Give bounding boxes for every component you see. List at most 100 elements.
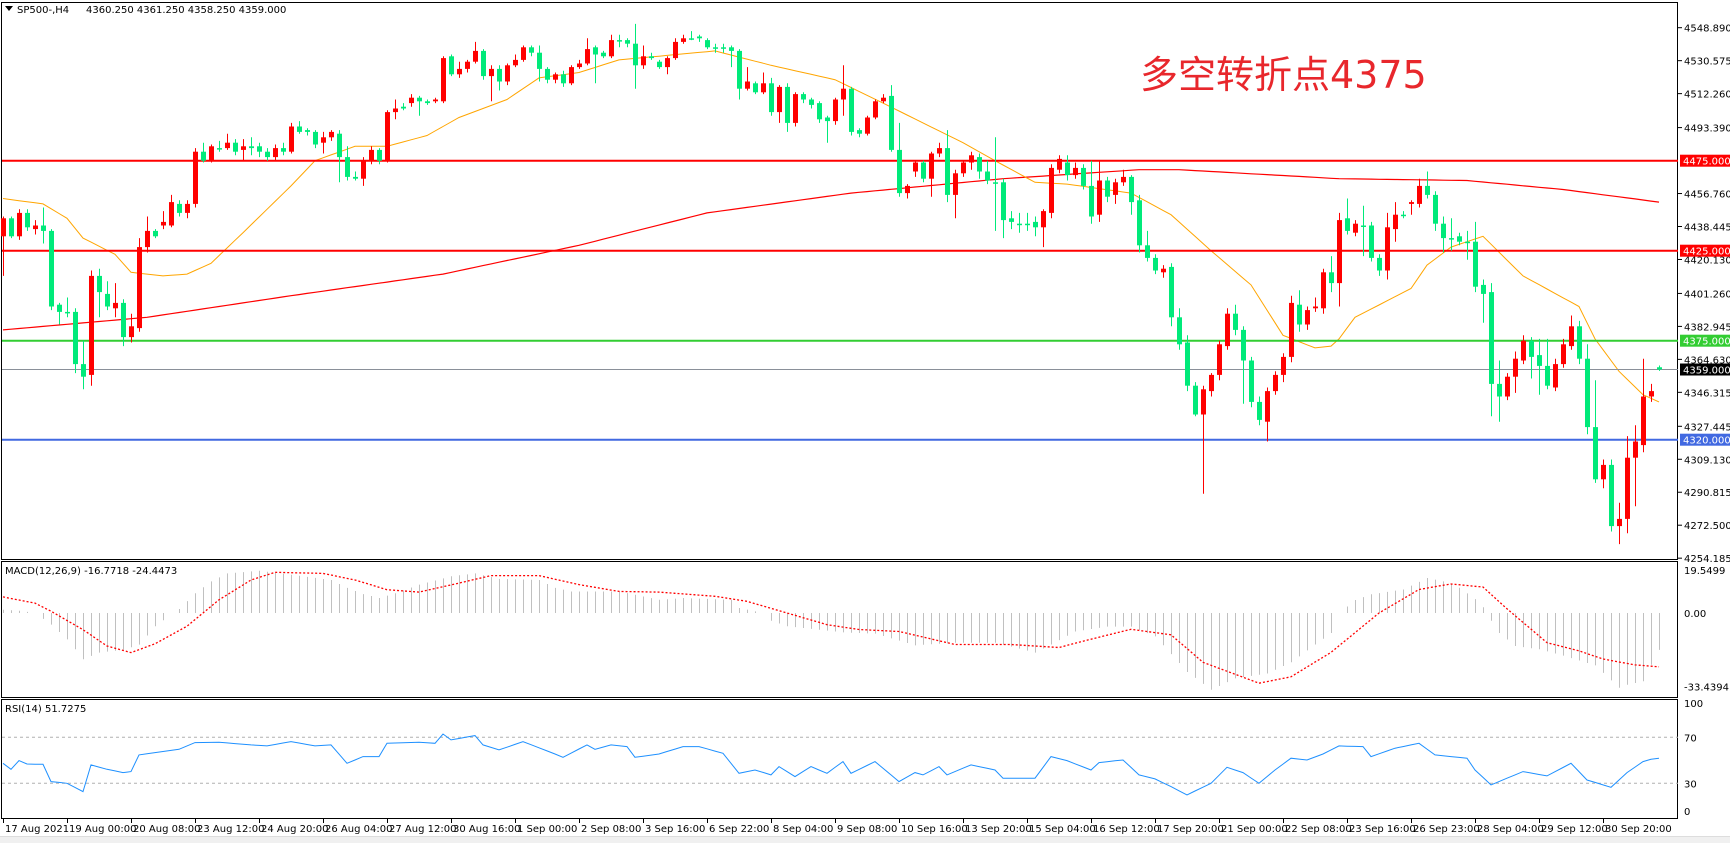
candle[interactable] bbox=[977, 153, 982, 179]
candle[interactable] bbox=[1641, 358, 1646, 453]
candle[interactable] bbox=[1313, 297, 1318, 312]
candle[interactable] bbox=[497, 65, 502, 91]
candle[interactable] bbox=[345, 146, 350, 181]
candle[interactable] bbox=[81, 340, 86, 390]
candle[interactable] bbox=[697, 34, 702, 42]
candle[interactable] bbox=[1305, 306, 1310, 330]
candle[interactable] bbox=[1289, 295, 1294, 363]
candle[interactable] bbox=[129, 313, 134, 343]
candle[interactable] bbox=[649, 52, 654, 60]
candle[interactable] bbox=[681, 34, 686, 44]
dropdown-triangle-icon[interactable] bbox=[5, 6, 13, 11]
candle[interactable] bbox=[169, 194, 174, 228]
candle[interactable] bbox=[665, 56, 670, 75]
candle[interactable] bbox=[1129, 175, 1134, 215]
candle[interactable] bbox=[1505, 373, 1510, 401]
candle[interactable] bbox=[137, 238, 142, 332]
candle[interactable] bbox=[121, 299, 126, 347]
candle[interactable] bbox=[513, 54, 518, 68]
candle[interactable] bbox=[809, 97, 814, 109]
candle[interactable] bbox=[689, 31, 694, 41]
candle[interactable] bbox=[825, 115, 830, 143]
candle[interactable] bbox=[225, 133, 230, 150]
candle[interactable] bbox=[257, 142, 262, 158]
candle[interactable] bbox=[1265, 387, 1270, 442]
candle[interactable] bbox=[1625, 436, 1630, 534]
candle[interactable] bbox=[1401, 211, 1406, 219]
candle[interactable] bbox=[881, 94, 886, 104]
candle[interactable] bbox=[1049, 164, 1054, 219]
candle[interactable] bbox=[577, 59, 582, 69]
candle[interactable] bbox=[1217, 340, 1222, 381]
candle[interactable] bbox=[1249, 356, 1254, 408]
candle[interactable] bbox=[161, 211, 166, 230]
candle[interactable] bbox=[793, 92, 798, 127]
candle[interactable] bbox=[1433, 191, 1438, 231]
candle[interactable] bbox=[217, 140, 222, 152]
candle[interactable] bbox=[713, 43, 718, 53]
candle[interactable] bbox=[481, 49, 486, 80]
candle[interactable] bbox=[1001, 178, 1006, 239]
candle[interactable] bbox=[465, 59, 470, 73]
candle[interactable] bbox=[1057, 155, 1062, 174]
candle[interactable] bbox=[1281, 353, 1286, 383]
candle[interactable] bbox=[1065, 155, 1070, 181]
candle[interactable] bbox=[1385, 212, 1390, 280]
candle[interactable] bbox=[729, 45, 734, 68]
candle[interactable] bbox=[145, 216, 150, 253]
candle[interactable] bbox=[113, 283, 118, 318]
candle[interactable] bbox=[1089, 160, 1094, 224]
candle[interactable] bbox=[1481, 279, 1486, 323]
candle[interactable] bbox=[1537, 338, 1542, 395]
candle[interactable] bbox=[105, 281, 110, 311]
candle[interactable] bbox=[705, 38, 710, 50]
candle[interactable] bbox=[377, 148, 382, 165]
candle[interactable] bbox=[1257, 396, 1262, 426]
candle[interactable] bbox=[209, 144, 214, 163]
candle[interactable] bbox=[1041, 209, 1046, 248]
candle[interactable] bbox=[1361, 205, 1366, 257]
candle[interactable] bbox=[1121, 169, 1126, 186]
candle[interactable] bbox=[897, 122, 902, 197]
candle[interactable] bbox=[1497, 360, 1502, 422]
candle[interactable] bbox=[1593, 380, 1598, 483]
candle[interactable] bbox=[1, 216, 6, 276]
candle[interactable] bbox=[601, 50, 606, 59]
candle[interactable] bbox=[1161, 265, 1166, 278]
candle[interactable] bbox=[249, 137, 254, 156]
candle[interactable] bbox=[457, 61, 462, 78]
candle[interactable] bbox=[449, 54, 454, 77]
candle[interactable] bbox=[369, 146, 374, 165]
candle[interactable] bbox=[969, 151, 974, 170]
candle[interactable] bbox=[313, 130, 318, 149]
candle[interactable] bbox=[721, 43, 726, 53]
candle[interactable] bbox=[41, 207, 46, 244]
candle[interactable] bbox=[889, 85, 894, 152]
candle[interactable] bbox=[1545, 338, 1550, 390]
candle[interactable] bbox=[1473, 221, 1478, 293]
candle[interactable] bbox=[1353, 220, 1358, 237]
candle[interactable] bbox=[849, 86, 854, 136]
candle[interactable] bbox=[321, 131, 326, 154]
candle[interactable] bbox=[673, 38, 678, 60]
candle[interactable] bbox=[593, 45, 598, 84]
candle[interactable] bbox=[561, 70, 566, 87]
candle[interactable] bbox=[17, 209, 22, 240]
candle[interactable] bbox=[785, 83, 790, 132]
candle[interactable] bbox=[273, 144, 278, 161]
candle[interactable] bbox=[1233, 304, 1238, 336]
candle[interactable] bbox=[1529, 337, 1534, 379]
candle[interactable] bbox=[57, 302, 62, 325]
candle[interactable] bbox=[769, 77, 774, 116]
candle[interactable] bbox=[329, 130, 334, 141]
candle[interactable] bbox=[817, 101, 822, 123]
candle[interactable] bbox=[833, 97, 838, 125]
candle[interactable] bbox=[97, 268, 102, 318]
candle[interactable] bbox=[1225, 308, 1230, 350]
candle[interactable] bbox=[1297, 290, 1302, 332]
candle[interactable] bbox=[505, 63, 510, 86]
candle[interactable] bbox=[177, 200, 182, 217]
candle[interactable] bbox=[1449, 218, 1454, 251]
candle[interactable] bbox=[9, 216, 14, 239]
